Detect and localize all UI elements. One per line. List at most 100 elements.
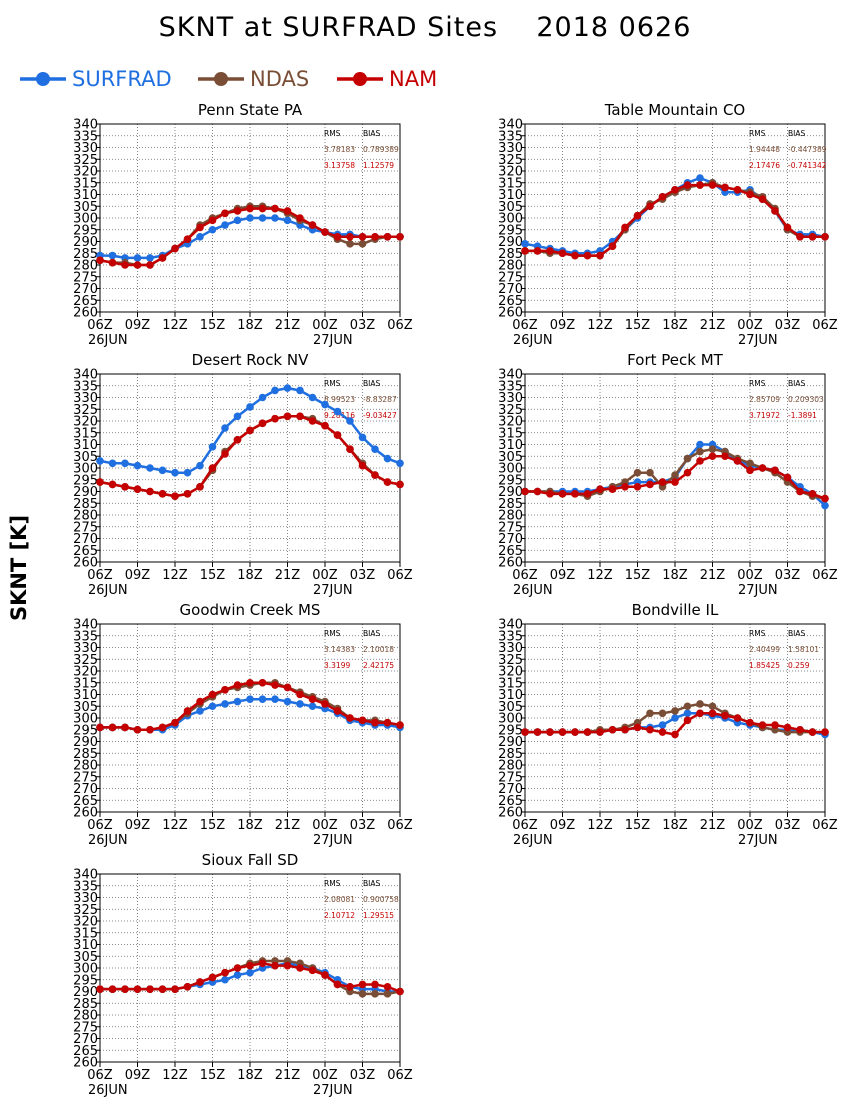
data-point-nam (121, 261, 129, 269)
x-date-label: 26JUN (88, 333, 128, 348)
data-point-nam (671, 186, 679, 194)
data-point-nam (533, 728, 542, 736)
data-point-nam (108, 480, 117, 489)
y-tick-label: 280 (498, 509, 523, 524)
x-tick-label: 03Z (350, 1068, 376, 1083)
data-point-surfrad (108, 459, 117, 468)
y-tick-label: 290 (73, 735, 98, 750)
stats-bias-value: 0.789389 (363, 145, 399, 154)
data-point-nam (821, 233, 829, 241)
data-point-ndas (658, 709, 667, 718)
data-point-nam (296, 690, 304, 699)
y-tick-label: 320 (73, 165, 98, 180)
x-date-label: 26JUN (88, 833, 128, 848)
y-tick-label: 310 (73, 438, 98, 453)
y-tick-label: 260 (498, 306, 523, 321)
data-point-nam (646, 480, 654, 489)
data-point-nam (133, 261, 142, 269)
data-point-nam (158, 490, 167, 498)
y-tick-label: 320 (73, 915, 98, 930)
x-tick-label: 15Z (625, 568, 651, 583)
legend-label-nam: NAM (389, 67, 438, 91)
data-point-nam (133, 725, 142, 734)
data-point-nam (346, 714, 354, 722)
data-point-surfrad (283, 216, 292, 225)
data-point-nam (321, 228, 329, 236)
data-point-surfrad (258, 393, 267, 402)
data-point-surfrad (183, 468, 192, 477)
stats-bias-value: -9.03427 (363, 411, 397, 420)
data-point-ndas (358, 990, 367, 998)
x-tick-label: 06Z (512, 318, 538, 333)
x-tick-label: 00Z (737, 318, 763, 333)
data-point-nam (208, 690, 217, 699)
y-tick-label: 340 (498, 368, 523, 383)
data-point-nam (733, 186, 742, 194)
data-point-nam (171, 985, 179, 993)
data-point-surfrad (396, 459, 404, 468)
data-point-surfrad (233, 971, 242, 979)
data-point-ndas (708, 445, 717, 454)
y-tick-label: 270 (73, 1032, 98, 1047)
legend-marker-ndas (198, 72, 244, 86)
data-point-nam (108, 258, 117, 267)
x-tick-label: 06Z (87, 818, 113, 833)
data-point-nam (396, 233, 404, 241)
x-tick-label: 00Z (312, 568, 338, 583)
y-tick-label: 265 (73, 794, 98, 809)
y-tick-label: 340 (73, 368, 98, 383)
data-point-nam (646, 202, 654, 211)
chart-title: Desert Rock NV (192, 351, 309, 369)
data-point-nam (521, 487, 529, 496)
data-point-nam (146, 985, 154, 993)
y-tick-label: 325 (498, 153, 523, 168)
y-tick-label: 285 (73, 997, 98, 1012)
date-text: 2018 0626 (536, 12, 692, 43)
y-tick-label: 330 (73, 391, 98, 406)
stats-header-bias: BIAS (363, 129, 380, 138)
y-tick-label: 285 (73, 247, 98, 262)
data-point-ndas (371, 990, 379, 998)
x-tick-label: 06Z (387, 818, 413, 833)
y-tick-label: 260 (73, 806, 98, 821)
data-point-nam (596, 728, 604, 736)
data-point-ndas (746, 459, 754, 468)
data-point-nam (371, 233, 379, 241)
data-point-nam (696, 181, 704, 189)
y-tick-label: 330 (498, 641, 523, 656)
x-tick-label: 15Z (200, 1068, 226, 1083)
data-point-surfrad (108, 251, 117, 260)
data-point-surfrad (158, 466, 167, 475)
x-date-label: 27JUN (313, 333, 353, 348)
stats-header-rms: RMS (324, 879, 341, 888)
data-point-surfrad (521, 240, 529, 248)
y-tick-label: 320 (73, 665, 98, 680)
y-tick-label: 270 (498, 282, 523, 297)
x-tick-label: 06Z (87, 1068, 113, 1083)
stats-rms-value: 3.3199 (324, 661, 350, 670)
data-point-nam (608, 242, 617, 250)
x-tick-label: 21Z (700, 818, 726, 833)
data-point-nam (608, 725, 617, 734)
y-tick-label: 290 (498, 485, 523, 500)
data-point-nam (633, 211, 642, 220)
x-tick-label: 18Z (662, 568, 688, 583)
x-tick-label: 00Z (737, 818, 763, 833)
y-tick-label: 295 (498, 223, 523, 238)
data-point-surfrad (346, 417, 354, 425)
data-point-nam (346, 445, 354, 454)
data-point-surfrad (358, 433, 367, 442)
x-tick-label: 00Z (737, 568, 763, 583)
stats-bias-value: -8.83287 (363, 395, 397, 404)
data-point-nam (346, 233, 354, 241)
data-point-nam (383, 983, 392, 991)
data-point-nam (533, 487, 542, 496)
y-tick-label: 315 (73, 676, 98, 691)
data-point-nam (271, 414, 279, 423)
data-point-nam (571, 251, 579, 260)
x-tick-label: 21Z (275, 1068, 301, 1083)
data-point-nam (121, 723, 129, 732)
x-tick-label: 09Z (125, 818, 151, 833)
data-point-nam (546, 728, 554, 736)
y-tick-label: 265 (498, 794, 523, 809)
